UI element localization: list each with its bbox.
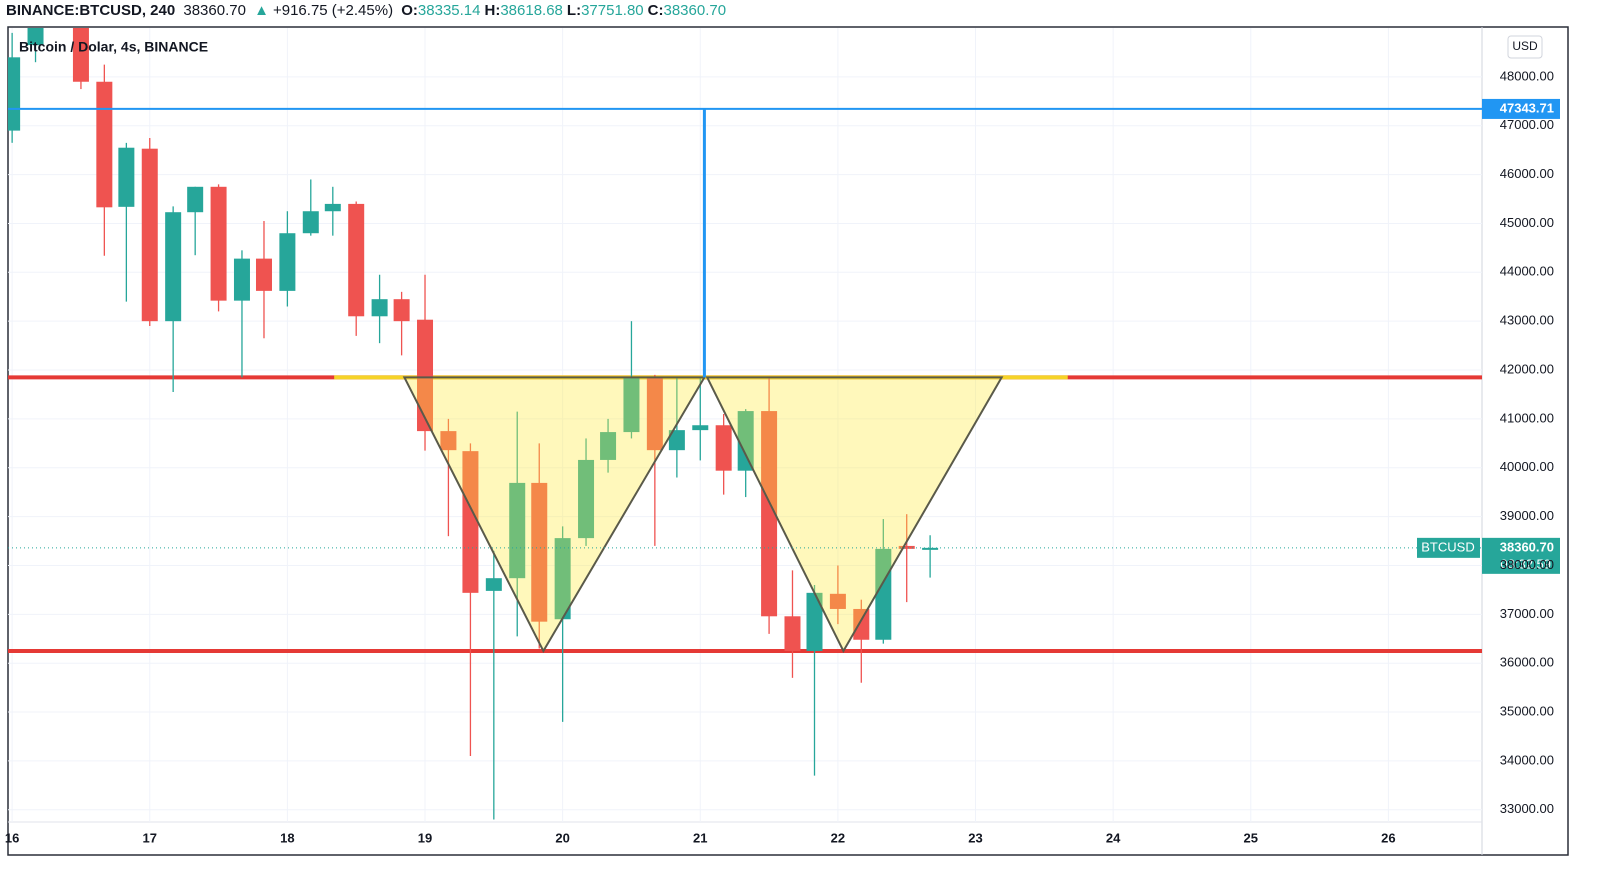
y-tick-label: 34000.00 — [1500, 752, 1554, 767]
ohlc-value: 38360.70 — [663, 2, 727, 19]
x-tick-label: 23 — [968, 830, 982, 845]
y-tick-label: 43000.00 — [1500, 313, 1554, 328]
currency-box[interactable] — [1507, 35, 1543, 59]
candle-body — [715, 425, 732, 471]
y-tick-label: 40000.00 — [1500, 459, 1554, 474]
candle-body — [623, 377, 640, 433]
candle-body — [118, 147, 135, 207]
y-tick-label: 41000.00 — [1500, 410, 1554, 425]
symbol: BINANCE:BTCUSD, 240 — [6, 2, 176, 19]
y-tick-label: 38000.00 — [1500, 557, 1554, 572]
candle-body — [417, 319, 434, 432]
x-tick-label: 19 — [418, 830, 432, 845]
candle-body — [187, 186, 204, 213]
currency[interactable]: USD — [1512, 39, 1538, 53]
candle-body — [898, 545, 915, 549]
candle-body — [578, 459, 595, 539]
x-tick-label: 16 — [5, 830, 19, 845]
candle-body — [8, 57, 21, 131]
y-tick-label: 37000.00 — [1500, 606, 1554, 621]
candle-body — [440, 431, 457, 451]
ohlc-label: L: — [566, 2, 582, 19]
y-tick-label: 45000.00 — [1500, 215, 1554, 230]
ohlc-label: H: — [484, 2, 501, 19]
candle-body — [165, 212, 182, 322]
x-tick-label: 25 — [1244, 830, 1258, 845]
candle-body — [922, 547, 939, 550]
last-price: 38360.70 — [183, 2, 246, 19]
candle-body — [784, 616, 801, 651]
candle-body — [554, 538, 571, 620]
candle-body — [600, 432, 617, 460]
plot — [8, 28, 1482, 822]
y-tick-label: 44000.00 — [1500, 264, 1554, 279]
ohlc-value: 38618.68 — [500, 2, 563, 19]
candle-body — [324, 203, 341, 212]
y-tick-label: 39000.00 — [1500, 508, 1554, 523]
target-tag-label: 47343.71 — [1500, 100, 1554, 115]
frame — [7, 26, 1569, 856]
candle-body — [485, 578, 502, 591]
ohlc-label: O: — [401, 2, 418, 19]
candle-body — [761, 411, 778, 617]
ohlc-value: 37751.80 — [581, 2, 644, 19]
pattern-triangle — [705, 376, 1004, 654]
candle-body — [27, 28, 44, 46]
countdown: 03:32:59 — [1500, 556, 1551, 571]
candle-body — [462, 451, 479, 593]
candle-body — [509, 482, 526, 579]
x-tick-label: 22 — [831, 830, 845, 845]
candle-body — [646, 377, 663, 451]
price-tag — [1482, 537, 1560, 574]
x-tick-label: 21 — [693, 830, 707, 845]
overlay: 47343.71 BTCUSD 38360.70 03:32:59 — [1417, 98, 1560, 574]
candle-body — [141, 148, 158, 322]
ohlc-value: 38335.14 — [417, 2, 481, 19]
x-tick-label: 18 — [280, 830, 294, 845]
symbol-tag-label: BTCUSD — [1421, 539, 1474, 554]
candle-body — [371, 299, 388, 317]
x-tick-label: 17 — [143, 830, 157, 845]
candle-body — [210, 186, 227, 301]
candle-body — [233, 258, 250, 301]
candle-body — [96, 81, 113, 208]
candle-body — [255, 258, 272, 291]
candle-body — [829, 593, 846, 609]
ohlc: O:38335.14 H:38618.68 L:37751.80 C:38360.70 — [401, 2, 730, 19]
x-tick-label: 20 — [555, 830, 569, 845]
candle-body — [348, 203, 365, 317]
price-tag-label: 38360.70 — [1500, 539, 1554, 554]
candle-body — [72, 28, 89, 82]
y-tick-label: 33000.00 — [1500, 801, 1554, 816]
header: BINANCE:BTCUSD, 240 38360.70 ▲ +916.75 (+… — [6, 2, 734, 19]
ohlc-label: C: — [647, 2, 664, 19]
y-tick-label: 36000.00 — [1500, 655, 1554, 670]
y-tick-label: 46000.00 — [1500, 166, 1554, 181]
chart-title: Bitcoin / Dolar, 4s, BINANCE — [19, 39, 208, 55]
x-tick-label: 24 — [1106, 830, 1121, 845]
candle-body — [279, 233, 296, 291]
candle-body — [853, 608, 870, 640]
candle-body — [393, 299, 410, 322]
y-tick-label: 42000.00 — [1500, 361, 1554, 376]
y-tick-label: 47000.00 — [1500, 117, 1554, 132]
candle-body — [692, 425, 709, 431]
candle-body — [875, 548, 892, 640]
pattern-triangle — [402, 376, 707, 654]
candle-body — [668, 430, 685, 451]
candle-body — [737, 411, 754, 471]
x-tick-label: 26 — [1381, 830, 1395, 845]
candle-body — [806, 592, 823, 651]
target-tag — [1482, 98, 1560, 119]
candle-body — [531, 482, 548, 622]
y-tick-label: 48000.00 — [1500, 68, 1554, 83]
up-arrow: ▲ — [254, 2, 269, 19]
candle-body — [302, 211, 319, 234]
symbol-tag — [1417, 537, 1480, 558]
change: +916.75 (+2.45%) — [272, 2, 394, 19]
y-tick-label: 35000.00 — [1500, 703, 1554, 718]
